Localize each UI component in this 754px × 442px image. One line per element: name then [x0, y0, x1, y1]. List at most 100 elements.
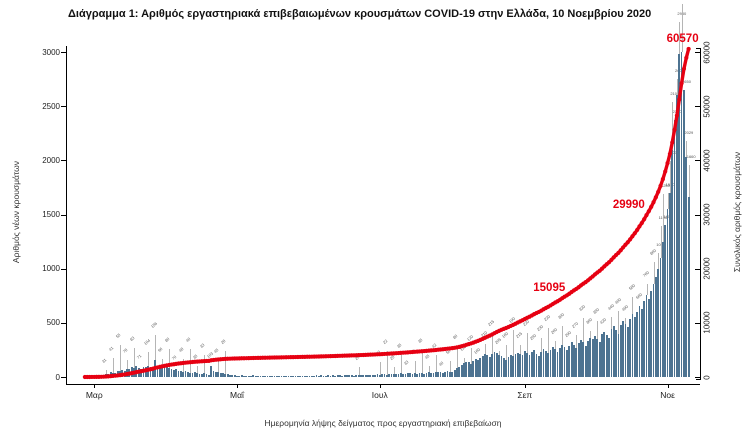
cumulative-point: [578, 283, 584, 288]
cumulative-point: [279, 355, 284, 360]
bar-label: 300: [557, 311, 566, 320]
bar-leader-line: [169, 349, 171, 369]
bar-leader-line: [421, 350, 423, 374]
cumulative-point: [656, 189, 661, 194]
cumulative-point: [560, 296, 565, 301]
cumulative-point: [550, 301, 556, 307]
left-tick-label: 500: [46, 318, 60, 328]
bar-leader-line: [204, 355, 206, 374]
bar-leader-line: [625, 317, 627, 324]
cumulative-point: [646, 209, 651, 214]
cumulative-point: [534, 310, 539, 316]
cumulative-point: [585, 278, 591, 283]
cumulative-point: [466, 341, 471, 347]
bar-leader-line: [148, 351, 150, 366]
bar-label: 860: [648, 247, 657, 256]
cumulative-point: [621, 245, 626, 250]
cumulative-point: [302, 354, 307, 359]
cumulative-point: [265, 355, 270, 360]
cumulative-point: [267, 355, 272, 360]
bar-label: 103: [206, 350, 215, 359]
bar-label: 35: [416, 337, 424, 345]
cumulative-point: [651, 200, 656, 205]
cumulative-point: [361, 352, 366, 358]
left-axis-line: [66, 46, 67, 384]
cumulative-point: [628, 237, 633, 242]
cumulative-point: [323, 354, 329, 359]
left-tick-label: 2000: [42, 155, 60, 165]
left-tick: [61, 160, 66, 162]
cumulative-point: [241, 356, 247, 361]
cumulative-point: [504, 325, 509, 331]
bar-label: 320: [578, 304, 587, 313]
cumulative-point: [527, 314, 532, 319]
bar-leader-line: [127, 359, 129, 369]
bar-leader-line: [414, 361, 416, 374]
bar-leader-line: [597, 321, 599, 340]
x-tick-label: Νοε: [660, 390, 675, 400]
cumulative-point: [340, 353, 345, 358]
bar-leader-line: [679, 22, 681, 55]
left-tick: [61, 268, 66, 270]
cumulative-point: [663, 169, 668, 174]
right-tick: [695, 160, 700, 162]
cumulative-point: [475, 338, 481, 343]
bar-label: 490: [620, 303, 629, 312]
milestone-label: 29990: [612, 199, 645, 212]
cumulative-point: [251, 355, 256, 361]
bar-leader-line: [134, 348, 136, 368]
bar-label: 210: [479, 330, 489, 339]
bar-label: 350: [592, 306, 601, 316]
bar-leader-line: [428, 366, 430, 373]
cumulative-point: [298, 354, 303, 360]
bar-leader-line: [400, 355, 402, 374]
bar-label: 28: [220, 338, 227, 345]
bar-label: 35: [395, 342, 403, 350]
cumulative-point: [230, 356, 235, 361]
bar-label: 580: [627, 283, 636, 292]
right-tick: [695, 322, 700, 324]
bar-leader-line: [190, 348, 192, 373]
cumulative-point: [539, 308, 544, 313]
left-tick-label: 1500: [42, 210, 60, 219]
cumulative-point: [599, 266, 605, 271]
bar-label: 104: [142, 337, 152, 346]
cumulative-point: [237, 356, 242, 361]
cumulative-point: [293, 354, 298, 360]
milestone-label: 60570: [666, 32, 699, 45]
cumulative-point: [515, 320, 520, 325]
bar-label: 71: [135, 353, 143, 361]
bar-leader-line: [386, 350, 388, 375]
bar-label: 125: [458, 344, 468, 353]
cumulative-point: [499, 327, 504, 332]
cumulative-point: [616, 250, 621, 255]
cumulative-point: [438, 347, 443, 352]
cumulative-point: [232, 356, 237, 361]
right-tick-label: 60000: [702, 40, 712, 64]
left-tick: [61, 106, 66, 108]
bar-leader-line: [632, 297, 634, 315]
cumulative-point: [314, 354, 319, 359]
bar-leader-line: [358, 366, 360, 375]
bar-label: 20: [353, 354, 361, 361]
cumulative-point: [195, 359, 200, 364]
bar-leader-line: [583, 318, 585, 343]
cumulative-point: [312, 354, 317, 359]
cumulative-point: [686, 46, 691, 52]
bar-leader-line: [590, 331, 592, 338]
bar-label: 160: [472, 346, 482, 355]
cumulative-point: [508, 323, 513, 329]
cumulative-point: [494, 329, 499, 335]
bar-label: 660: [634, 291, 643, 300]
cumulative-point: [272, 355, 277, 360]
cumulative-point: [592, 272, 598, 277]
cumulative-point: [401, 350, 406, 355]
cumulative-point: [468, 341, 474, 346]
bar-leader-line: [218, 360, 220, 373]
cumulative-point: [300, 354, 305, 359]
cumulative-point: [197, 359, 202, 364]
x-tick-label: Μαρ: [85, 390, 103, 400]
right-tick-label: 0: [702, 374, 712, 380]
cumulative-point: [426, 348, 431, 353]
bar-label: 33: [199, 342, 206, 350]
